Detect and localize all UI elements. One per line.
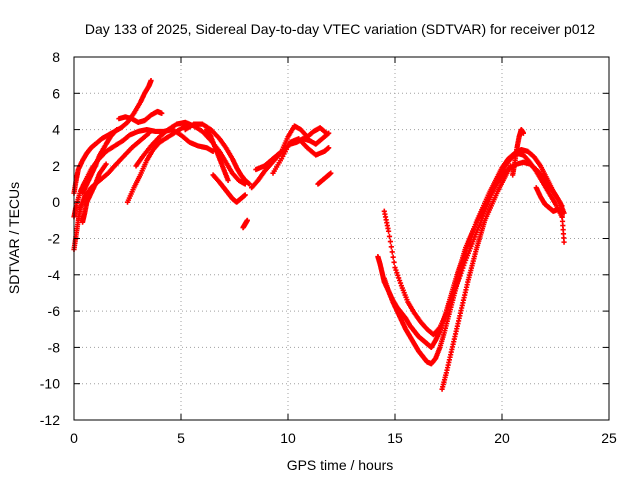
data-point (462, 260, 468, 266)
data-point (385, 228, 392, 234)
x-axis-label: GPS time / hours (287, 457, 394, 473)
data-point (397, 280, 404, 286)
chart-title: Day 133 of 2025, Sidereal Day-to-day VTE… (85, 21, 595, 37)
series-17 (381, 146, 567, 367)
series-2 (71, 130, 152, 252)
data-point (446, 302, 452, 308)
data-point (146, 130, 152, 136)
y-tick-label: -8 (48, 339, 61, 355)
data-point (461, 262, 467, 269)
data-point (328, 170, 334, 176)
data-point (323, 130, 330, 136)
y-tick-label: 0 (52, 194, 60, 210)
series-3 (79, 161, 109, 225)
data-point (444, 307, 450, 313)
series-10 (204, 127, 231, 184)
y-tick-label: 4 (52, 122, 60, 138)
data-point (443, 310, 449, 316)
data-point (389, 249, 395, 255)
y-tick-label: 2 (52, 158, 60, 174)
series-15 (315, 170, 334, 187)
series-14 (270, 136, 332, 176)
data-point (159, 110, 165, 116)
data-point (396, 277, 403, 284)
series-13 (253, 123, 330, 173)
y-tick-label: -6 (48, 303, 61, 319)
data-point (561, 239, 567, 245)
series-4 (79, 127, 120, 196)
data-points (71, 77, 567, 392)
data-point (387, 239, 394, 245)
data-point (456, 275, 462, 282)
y-tick-label: -2 (48, 231, 61, 247)
y-tick-label: -10 (40, 376, 60, 392)
y-axis-label: SDTVAR / TECUs (6, 182, 22, 294)
data-point (244, 217, 250, 223)
data-point (114, 127, 120, 133)
series-18 (381, 150, 565, 338)
data-point (445, 305, 451, 311)
data-point (242, 192, 248, 198)
data-point (457, 273, 463, 279)
data-point (392, 264, 398, 271)
data-point (460, 265, 466, 271)
y-tick-label: -12 (40, 412, 60, 428)
data-point (246, 181, 253, 187)
data-point (393, 267, 399, 273)
series-11 (240, 217, 250, 231)
data-point (448, 297, 454, 303)
series-21 (533, 185, 567, 245)
data-point (225, 177, 231, 184)
x-tick-label: 25 (601, 430, 617, 446)
series-9 (210, 172, 248, 205)
data-point (447, 299, 453, 306)
x-tick-label: 20 (494, 430, 510, 446)
data-point (391, 259, 397, 265)
series-19 (439, 163, 514, 392)
data-point (396, 275, 402, 281)
data-point (390, 254, 396, 260)
y-tick-label: -4 (48, 267, 61, 283)
y-tick-label: 8 (52, 49, 60, 65)
series-8 (182, 121, 253, 187)
data-point (386, 233, 393, 240)
y-tick-label: 6 (52, 85, 60, 101)
x-tick-label: 5 (177, 430, 185, 446)
data-point (148, 77, 154, 84)
x-tick-label: 10 (280, 430, 296, 446)
data-point (388, 244, 394, 250)
series-6 (124, 123, 188, 205)
data-point (449, 294, 455, 300)
x-tick-label: 0 (70, 430, 78, 446)
data-point (394, 270, 400, 276)
data-point (103, 161, 109, 167)
data-point (395, 272, 401, 278)
data-point (459, 268, 465, 274)
series-20 (510, 127, 526, 178)
data-point (458, 270, 464, 276)
series-5 (116, 108, 165, 125)
data-point (520, 130, 526, 136)
data-point (326, 145, 332, 151)
x-tick-label: 15 (387, 430, 403, 446)
